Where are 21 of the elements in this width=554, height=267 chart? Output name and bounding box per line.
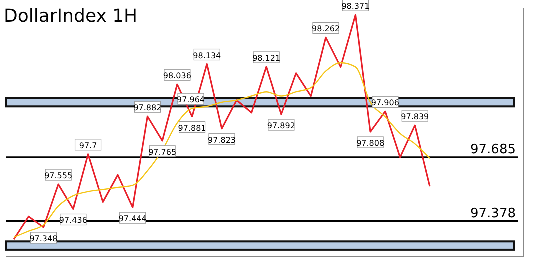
ref-line-label: 97.685: [470, 142, 516, 158]
data-label: 98.371: [342, 2, 370, 12]
data-label: 97.7: [79, 141, 98, 150]
data-label: 97.808: [356, 138, 385, 148]
ref-line-label: 97.378: [470, 206, 516, 222]
data-label: 97.444: [118, 214, 147, 224]
chart-title: DollarIndex 1H: [4, 6, 138, 27]
data-label: 97.348: [30, 234, 58, 244]
annotation: 97.964: [177, 96, 205, 105]
data-label: 97.892: [267, 122, 296, 131]
data-label: 97.823: [208, 136, 236, 145]
data-label: 97.906: [371, 98, 400, 108]
data-label: 97.881: [178, 124, 206, 133]
data-label: 97.555: [44, 172, 73, 181]
data-label: 98.134: [193, 51, 222, 60]
data-label: 97.882: [134, 104, 162, 113]
data-label: 98.036: [163, 72, 192, 81]
data-label: 98.262: [312, 24, 340, 34]
data-label: 98.121: [252, 54, 281, 63]
data-label: 97.839: [401, 112, 430, 122]
data-label: 97.436: [59, 216, 88, 226]
